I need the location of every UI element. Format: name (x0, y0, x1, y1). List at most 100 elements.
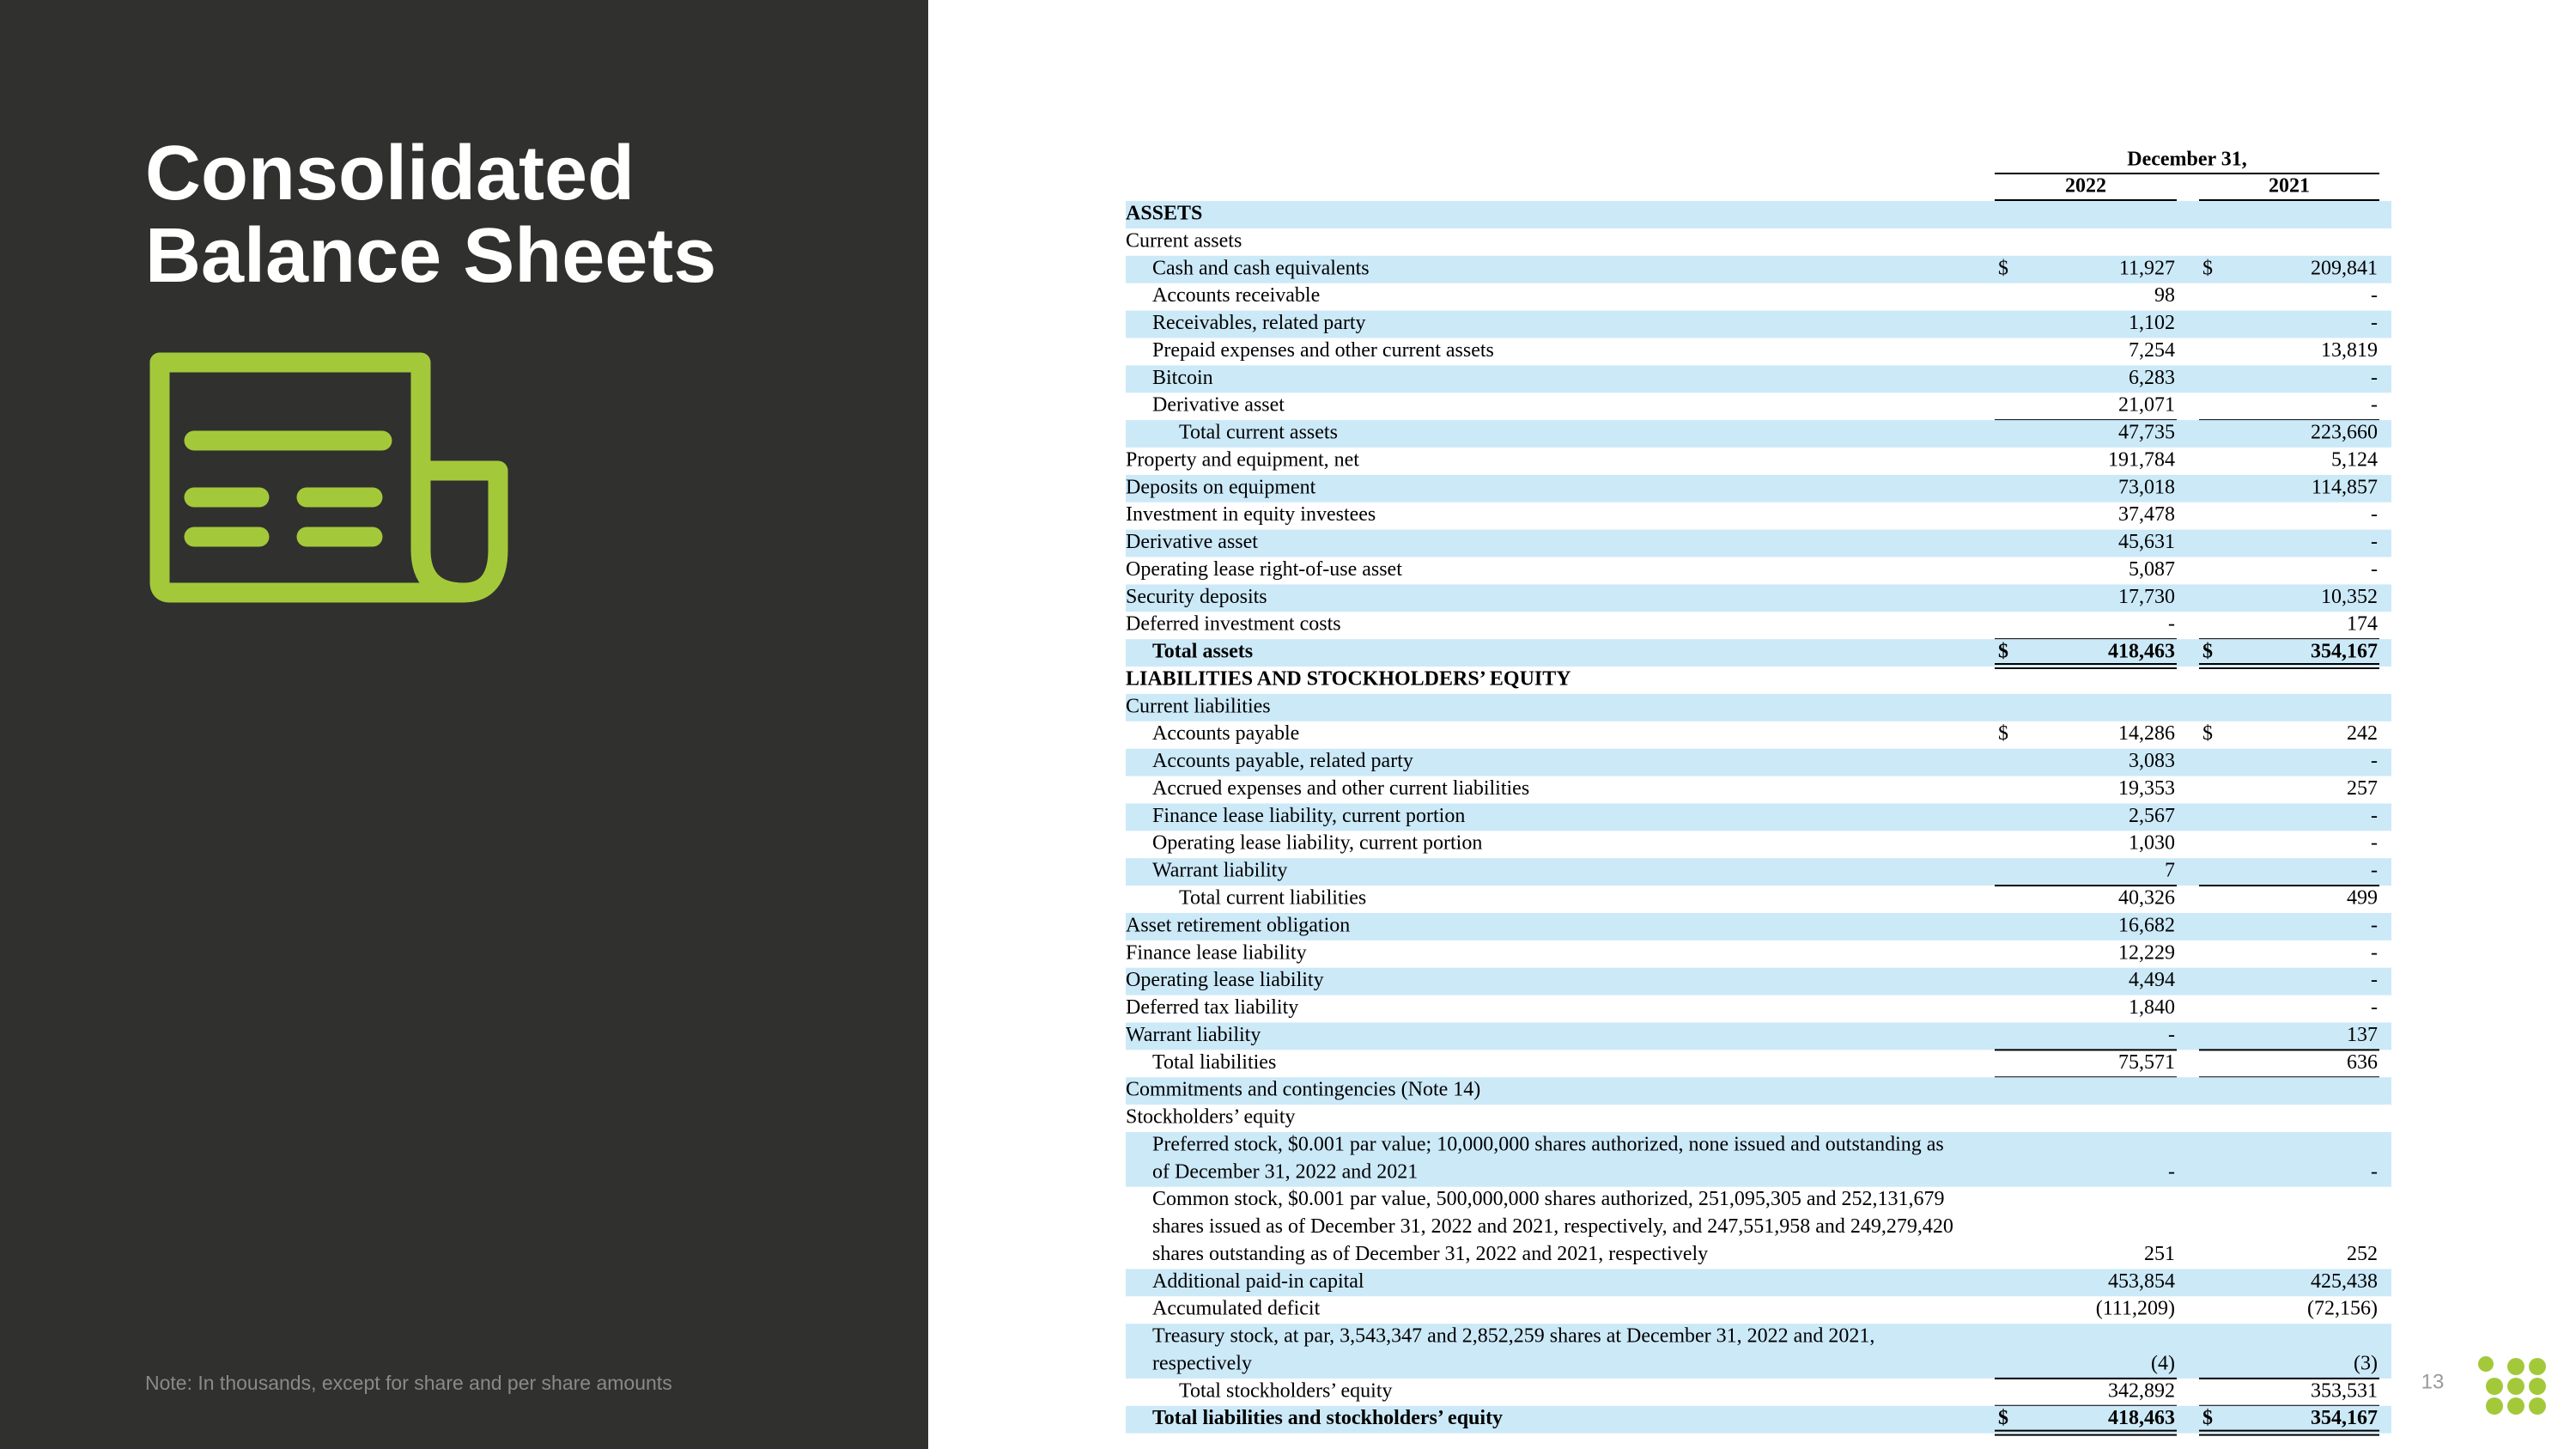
row-label: shares outstanding as of December 31, 20… (1152, 1243, 1708, 1265)
cell-value: 10,352 (2321, 586, 2378, 608)
row-shade (1126, 365, 2391, 393)
cell-value: 4,494 (2129, 969, 2175, 991)
cell-value: - (2371, 750, 2378, 772)
row-label: Total current liabilities (1179, 887, 1366, 910)
row-label: Receivables, related party (1152, 312, 1366, 334)
row-label: Accumulated deficit (1152, 1298, 1321, 1320)
cell-value: (3) (2354, 1352, 2378, 1374)
currency-sign: $ (1998, 641, 2008, 663)
cell-value: 47,735 (2118, 422, 2175, 444)
cell-value: 21,071 (2118, 394, 2175, 417)
cell-value: - (2371, 394, 2378, 417)
cell-value: - (2371, 941, 2378, 964)
row-shade (1126, 748, 2391, 776)
row-shade (1126, 420, 2391, 447)
currency-sign: $ (2202, 641, 2213, 663)
cell-value: 191,784 (2108, 448, 2175, 471)
row-shade (1126, 1022, 2391, 1050)
cell-value: - (2371, 996, 2378, 1019)
row-shade (1126, 858, 2391, 886)
row-label: Preferred stock, $0.001 par value; 10,00… (1152, 1133, 1944, 1155)
row-label: Total current assets (1179, 422, 1338, 444)
cell-value: 5,087 (2129, 558, 2175, 581)
row-label: Deferred investment costs (1126, 613, 1341, 636)
slide-title-line: Consolidated (145, 131, 635, 216)
currency-sign: $ (1998, 1407, 2008, 1429)
cell-value: - (2371, 367, 2378, 389)
currency-sign: $ (1998, 722, 2008, 745)
logo (2478, 1356, 2546, 1415)
currency-sign: $ (2202, 257, 2213, 279)
row-shade (1126, 584, 2391, 612)
cell-value: 13,819 (2321, 339, 2378, 362)
cell-value: 1,840 (2129, 996, 2175, 1019)
row-shade (1126, 693, 2391, 721)
cell-value: 19,353 (2118, 777, 2175, 800)
currency-sign: $ (2202, 722, 2213, 745)
row-label: Current assets (1126, 229, 1242, 252)
row-label: respectively (1152, 1352, 1252, 1374)
cell-value: 251 (2144, 1243, 2175, 1265)
cell-value: - (2371, 805, 2378, 827)
row-label: ASSETS (1126, 203, 1202, 225)
row-label: Operating lease liability, current porti… (1152, 832, 1482, 855)
cell-value: 252 (2347, 1243, 2378, 1265)
row-label: Additional paid-in capital (1152, 1270, 1364, 1293)
row-shade (1126, 639, 2391, 667)
cell-value: - (2371, 503, 2378, 526)
cell-value: - (2371, 860, 2378, 882)
cell-value: 45,631 (2118, 531, 2175, 553)
row-label: Total liabilities and stockholders’ equi… (1152, 1407, 1503, 1429)
cell-value: 11,927 (2119, 257, 2175, 279)
cell-value: - (2168, 1024, 2175, 1046)
cell-value: (4) (2151, 1352, 2175, 1374)
cell-value: 353,531 (2311, 1379, 2378, 1402)
cell-value: 418,463 (2108, 1407, 2175, 1429)
row-shade (1126, 803, 2391, 831)
row-label: Total liabilities (1152, 1051, 1276, 1074)
cell-value: 1,102 (2129, 312, 2175, 334)
cell-value: 37,478 (2118, 503, 2175, 526)
row-label: Current liabilities (1126, 695, 1271, 717)
page-number: 13 (2421, 1370, 2445, 1393)
cell-value: - (2168, 613, 2175, 636)
row-label: Total assets (1152, 641, 1253, 663)
row-label: Accounts receivable (1152, 284, 1320, 307)
cell-value: 425,438 (2311, 1270, 2378, 1293)
row-label: Accounts payable, related party (1152, 750, 1413, 772)
row-label: Commitments and contingencies (Note 14) (1126, 1079, 1480, 1101)
row-label: Deposits on equipment (1126, 476, 1316, 498)
currency-sign: $ (2202, 1407, 2213, 1429)
cell-value: 5,124 (2331, 448, 2378, 471)
row-label: Operating lease liability (1126, 969, 1324, 991)
row-shade (1126, 1077, 2391, 1105)
cell-value: 174 (2347, 613, 2378, 636)
cell-value: 73,018 (2118, 476, 2175, 498)
row-label: Warrant liability (1126, 1024, 1261, 1046)
cell-value: 98 (2154, 284, 2175, 307)
cell-value: 75,571 (2118, 1051, 2175, 1074)
cell-value: - (2371, 969, 2378, 991)
cell-value: 12,229 (2118, 941, 2175, 964)
cell-value: - (2371, 531, 2378, 553)
row-label: Deferred tax liability (1126, 996, 1298, 1019)
cell-value: 7 (2165, 860, 2175, 882)
row-label: Investment in equity investees (1126, 503, 1376, 526)
cell-value: - (2371, 284, 2378, 307)
cell-value: - (2371, 832, 2378, 855)
cell-value: 636 (2347, 1051, 2378, 1074)
cell-value: - (2371, 1160, 2378, 1183)
row-shade (1126, 912, 2391, 941)
row-label: Treasury stock, at par, 3,543,347 and 2,… (1152, 1325, 1874, 1348)
row-label: Common stock, $0.001 par value, 500,000,… (1152, 1188, 1945, 1210)
cell-value: 2,567 (2129, 805, 2175, 827)
cell-value: 17,730 (2118, 586, 2175, 608)
row-label: Finance lease liability (1126, 941, 1307, 964)
row-shade (1126, 255, 2391, 283)
row-label: of December 31, 2022 and 2021 (1152, 1160, 1418, 1183)
cell-value: 40,326 (2118, 887, 2175, 910)
cell-value: 342,892 (2108, 1379, 2175, 1402)
cell-value: - (2371, 914, 2378, 936)
cell-value: 14,286 (2118, 722, 2175, 745)
row-label: Accounts payable (1152, 722, 1299, 745)
